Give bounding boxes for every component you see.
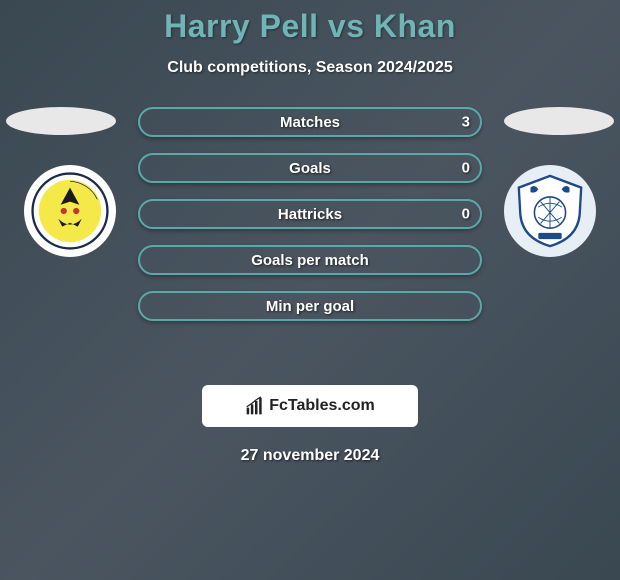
date-text: 27 november 2024 [0,447,620,465]
comparison-card: Harry Pell vs Khan Club competitions, Se… [0,0,620,465]
stat-row-min-per-goal: Min per goal [138,291,482,321]
club-badge-left-icon [31,172,109,250]
brand-text: FcTables.com [269,397,375,415]
stat-row-goals-per-match: Goals per match [138,245,482,275]
player-right-ellipse [504,107,614,135]
bar-chart-icon [245,396,265,416]
afc-wimbledon-badge [24,165,116,257]
stat-row-goals: Goals 0 [138,153,482,183]
player-left-ellipse [6,107,116,135]
stat-row-matches: Matches 3 [138,107,482,137]
stat-right-value: 0 [462,160,470,177]
stat-label: Matches [280,114,340,131]
stat-rows: Matches 3 Goals 0 Hattricks 0 Goals per … [138,107,482,321]
stat-label: Hattricks [278,206,342,223]
stat-label: Goals per match [251,252,369,269]
club-badge-right-icon [511,172,589,250]
stat-row-hattricks: Hattricks 0 [138,199,482,229]
stat-right-value: 0 [462,206,470,223]
main-area: Matches 3 Goals 0 Hattricks 0 Goals per … [0,107,620,367]
stat-right-value: 3 [462,114,470,131]
page-title: Harry Pell vs Khan [0,8,620,45]
stat-label: Min per goal [266,298,354,315]
brand-box[interactable]: FcTables.com [202,385,418,427]
page-subtitle: Club competitions, Season 2024/2025 [0,59,620,77]
tranmere-rovers-badge [504,165,596,257]
stat-label: Goals [289,160,331,177]
